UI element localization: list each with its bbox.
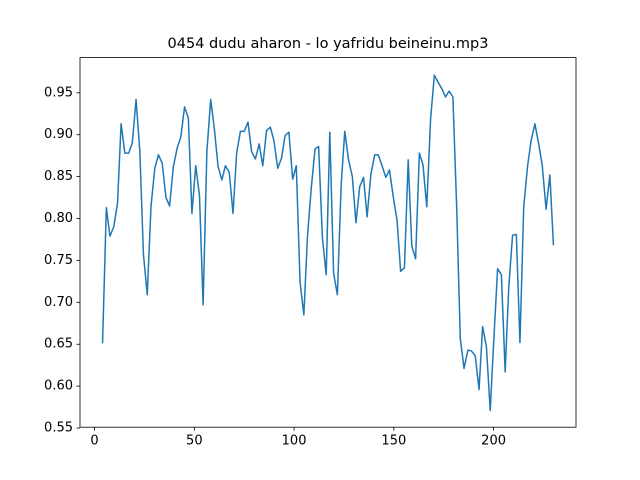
x-tick-label: 200 xyxy=(481,434,506,449)
x-tick-label: 50 xyxy=(186,434,203,449)
y-tick-label: 0.80 xyxy=(44,211,73,226)
y-tick-label: 0.75 xyxy=(44,253,73,268)
y-tick-label: 0.70 xyxy=(44,295,73,310)
plot-frame xyxy=(79,57,577,428)
y-tick-label: 0.95 xyxy=(44,85,73,100)
chart-title: 0454 dudu aharon - lo yafridu beineinu.m… xyxy=(168,36,489,52)
x-tick-label: 150 xyxy=(381,434,406,449)
y-tick-label: 0.60 xyxy=(44,379,73,394)
x-tick-label: 100 xyxy=(282,434,307,449)
data-line xyxy=(101,74,555,412)
y-tick-label: 0.85 xyxy=(44,169,73,184)
y-tick-label: 0.55 xyxy=(44,421,73,436)
y-tick-label: 0.65 xyxy=(44,337,73,352)
y-tick-label: 0.90 xyxy=(44,127,73,142)
x-tick-label: 0 xyxy=(90,434,98,449)
